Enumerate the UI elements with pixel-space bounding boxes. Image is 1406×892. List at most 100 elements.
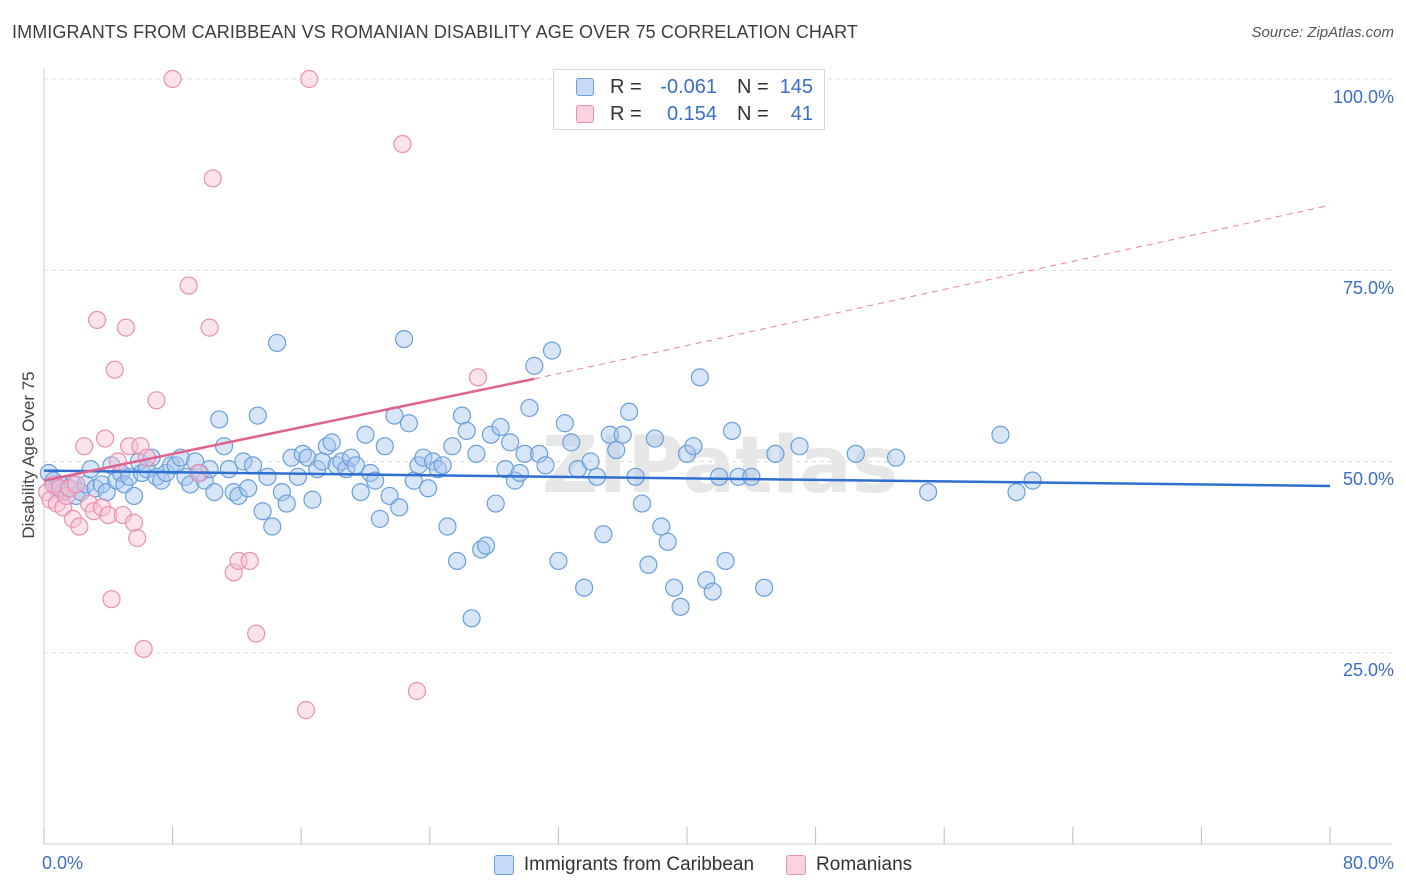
legend-item-romanians[interactable]: Romanians [786, 854, 912, 876]
axes [43, 68, 1392, 845]
data-point [710, 467, 729, 486]
data-point [467, 444, 486, 463]
data-point [70, 517, 89, 536]
data-point [703, 582, 722, 601]
data-point [203, 169, 222, 188]
data-point [186, 452, 205, 471]
n-label: N = [737, 102, 769, 125]
data-point [562, 433, 581, 452]
data-point [234, 452, 253, 471]
data-point [205, 483, 224, 502]
data-point [481, 425, 500, 444]
n-label: N = [737, 75, 769, 98]
data-point [247, 624, 266, 643]
data-point [277, 494, 296, 513]
data-point [267, 333, 287, 353]
data-point [393, 134, 412, 154]
data-point [95, 429, 115, 448]
data-point [530, 444, 549, 463]
data-point [729, 467, 748, 486]
data-point [105, 360, 124, 379]
data-point [419, 479, 438, 498]
data-point [351, 483, 370, 502]
data-point [128, 528, 147, 548]
data-point [452, 406, 472, 425]
data-point [1023, 471, 1042, 490]
data-point [476, 536, 496, 555]
blue-swatch [576, 78, 594, 96]
data-point [555, 414, 574, 433]
r-value: 0.154 [666, 102, 717, 125]
data-point [131, 437, 150, 456]
data-point [991, 425, 1010, 444]
legend-label: Immigrants from Caribbean [523, 854, 755, 875]
data-point [542, 341, 562, 360]
y-tick-label: 25.0% [1342, 660, 1394, 680]
data-point [67, 475, 86, 494]
data-point [575, 578, 594, 597]
data-point [272, 483, 292, 502]
data-point [75, 437, 94, 456]
series-immigrants-from-caribbean [39, 330, 1042, 628]
data-point [407, 681, 427, 701]
r-value: -0.061 [660, 75, 717, 98]
data-point [433, 456, 452, 475]
data-point [224, 563, 243, 582]
data-point [697, 570, 716, 590]
data-point [161, 456, 181, 475]
data-point [243, 456, 263, 475]
data-point [886, 448, 906, 467]
trend-line-caribbean [43, 469, 1331, 488]
data-point [282, 448, 301, 467]
data-point [370, 509, 390, 528]
data-point [248, 406, 267, 425]
data-point [263, 517, 282, 536]
data-point [99, 505, 118, 525]
y-tick-label: 50.0% [1342, 469, 1394, 489]
y-axis-label: Disability Age Over 75 [19, 371, 38, 539]
data-point [102, 590, 121, 609]
data-point [665, 578, 684, 597]
data-point [116, 318, 136, 337]
series-legend: Immigrants from Caribbean Romanians [0, 852, 1406, 878]
data-point [790, 437, 809, 456]
data-point [134, 639, 153, 659]
data-point [491, 417, 510, 437]
data-point [581, 452, 600, 471]
pink-swatch [786, 855, 807, 875]
data-point [525, 356, 544, 375]
x-tick-label: 80.0% [1342, 853, 1394, 873]
data-point [520, 398, 539, 418]
data-point [210, 410, 229, 429]
n-value: 145 [779, 75, 813, 98]
legend-item-caribbean[interactable]: Immigrants from Caribbean [493, 854, 755, 876]
data-point [632, 494, 652, 513]
chart-title: IMMIGRANTS FROM CARIBBEAN VS ROMANIAN DI… [12, 22, 858, 42]
data-point [510, 463, 529, 483]
data-point [600, 425, 619, 444]
data-point [229, 486, 248, 506]
data-point [671, 597, 690, 616]
data-point [147, 391, 166, 410]
data-point [536, 456, 555, 475]
trend-line-romanians [43, 377, 535, 482]
data-point [214, 437, 234, 456]
pink-swatch [576, 105, 594, 123]
data-point [549, 551, 568, 571]
data-point [179, 276, 198, 295]
legend-label: Romanians [816, 854, 913, 875]
data-point [200, 318, 219, 337]
data-point [124, 513, 144, 532]
data-point [124, 486, 144, 506]
data-point [652, 517, 671, 536]
data-point [239, 479, 258, 498]
data-point [607, 440, 626, 460]
data-point [716, 551, 735, 571]
source-credit: Source: ZipAtlas.com [1251, 24, 1394, 41]
data-point [163, 69, 182, 89]
data-point [296, 701, 316, 720]
data-point [438, 517, 457, 536]
data-point [684, 437, 703, 456]
data-point [394, 330, 414, 349]
data-point [253, 502, 272, 521]
